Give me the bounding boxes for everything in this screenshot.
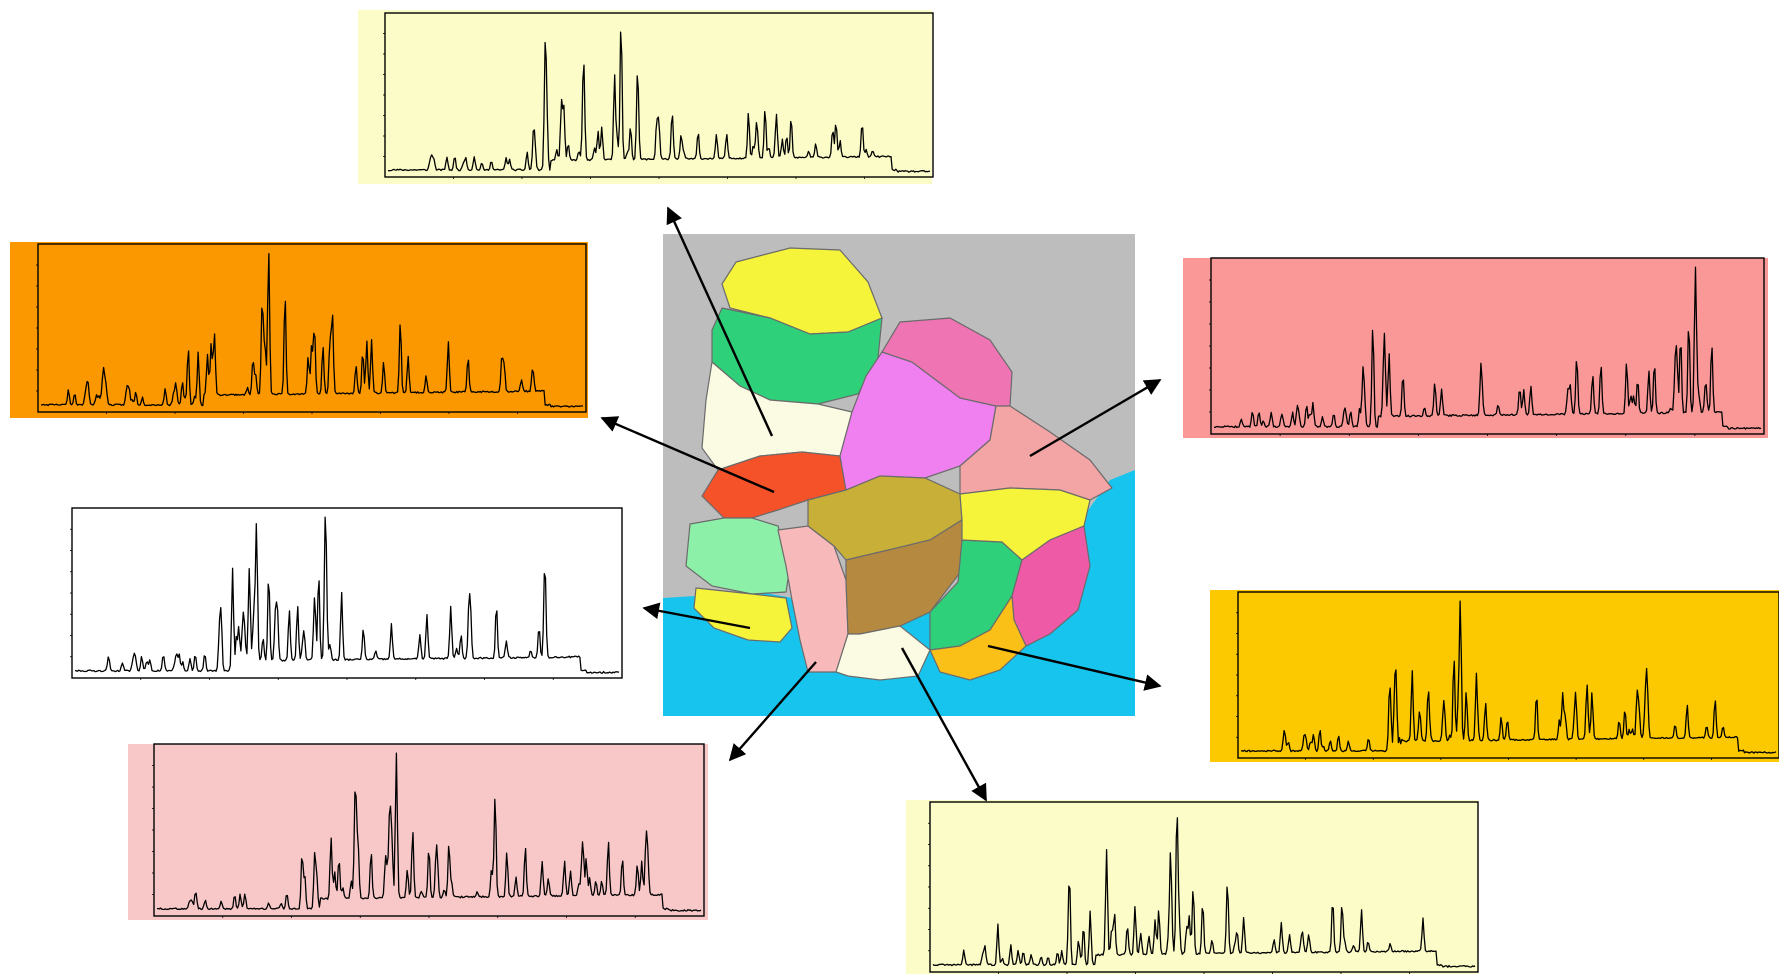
spectrum-panel-upper-right xyxy=(1183,257,1768,438)
spectrum-panel-top xyxy=(358,10,934,184)
arrow-to-upper-left-panel xyxy=(600,416,775,494)
spectrum-trace xyxy=(1240,600,1777,754)
arrow-to-lower-left-panel xyxy=(728,661,817,762)
arrow-to-upper-right-panel xyxy=(1029,378,1162,458)
axis-ticks xyxy=(70,528,554,680)
axis-ticks xyxy=(1236,612,1712,760)
axis-ticks xyxy=(36,264,518,414)
spectrum-panel-lower-right xyxy=(1210,590,1779,762)
map-region-southwest-yellow xyxy=(693,587,793,643)
map-region-southeast-orange xyxy=(929,594,1027,681)
spectrum-trace xyxy=(932,817,1476,968)
arrow-to-middle-left-panel xyxy=(642,602,751,630)
spectrum-trace xyxy=(40,253,584,408)
spectrum-trace xyxy=(156,752,702,912)
spectrum-panel-middle-left xyxy=(40,507,623,684)
panel-background xyxy=(10,242,588,418)
panel-background xyxy=(906,800,1478,974)
axis-ticks xyxy=(383,33,865,179)
arrow-to-top-panel xyxy=(666,206,774,437)
panel-background xyxy=(358,10,932,184)
spectrum-trace xyxy=(74,516,620,674)
spectrum-trace xyxy=(1213,266,1762,430)
panel-background xyxy=(1210,590,1779,762)
map-region-east-magenta xyxy=(1011,525,1091,647)
region-map xyxy=(663,234,1135,716)
axis-ticks xyxy=(152,765,636,918)
spectrum-panel-lower-left xyxy=(128,743,708,920)
arrows xyxy=(600,206,1162,802)
panel-background xyxy=(128,744,708,920)
axis-ticks xyxy=(1209,279,1696,436)
spectrum-panel-upper-left xyxy=(10,242,588,418)
spectrum-panel-bottom-right xyxy=(906,800,1479,974)
arrow-to-lower-right-panel xyxy=(987,644,1162,691)
arrow-to-bottom-right-panel xyxy=(900,647,988,802)
spectrum-trace xyxy=(387,31,931,173)
